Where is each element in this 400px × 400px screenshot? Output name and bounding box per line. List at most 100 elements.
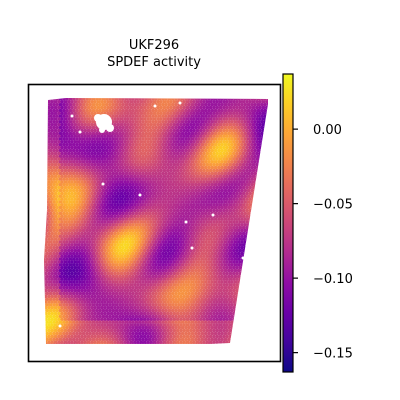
spot (80, 288, 84, 293)
spot (232, 117, 236, 121)
spot (161, 291, 165, 296)
spot (223, 114, 228, 118)
spot (58, 154, 63, 158)
spot (62, 188, 66, 193)
spot (166, 168, 170, 173)
spot (192, 231, 196, 236)
spot (91, 251, 96, 256)
spot (57, 254, 61, 259)
spot (109, 248, 114, 253)
spot (197, 160, 201, 164)
spot (220, 120, 224, 124)
spot (197, 125, 201, 130)
spot (109, 134, 114, 138)
spot (141, 223, 145, 227)
spot (170, 154, 175, 158)
spot (91, 303, 96, 307)
spot (154, 171, 158, 176)
spot (241, 288, 246, 293)
spot (172, 128, 177, 133)
spot (136, 231, 140, 236)
spot (166, 220, 170, 224)
spot (250, 177, 254, 181)
spot (177, 268, 182, 273)
spot (233, 137, 238, 141)
spot (167, 245, 172, 250)
spot (177, 120, 182, 124)
spot (190, 291, 195, 296)
spot (96, 168, 101, 173)
spot (170, 217, 175, 221)
spot (217, 183, 221, 187)
spot (164, 251, 168, 256)
spot (248, 248, 252, 253)
spot (240, 183, 244, 187)
spot (95, 154, 99, 158)
spot (255, 220, 259, 224)
spot (203, 223, 208, 227)
spot (111, 291, 116, 296)
spot (200, 137, 205, 141)
spot (169, 111, 173, 116)
spot (199, 300, 203, 304)
spot (179, 122, 183, 127)
spot (126, 214, 130, 219)
spot (187, 143, 191, 147)
spot (93, 203, 97, 207)
spot (75, 154, 79, 158)
spot (62, 205, 66, 210)
spot (85, 228, 89, 233)
spot (55, 211, 59, 216)
spot (235, 243, 239, 247)
spot (223, 205, 228, 210)
spot (182, 185, 186, 190)
spot (166, 117, 170, 121)
spot (50, 243, 54, 247)
spot (128, 148, 132, 153)
spot (260, 268, 264, 273)
spot (180, 234, 185, 239)
spot (223, 291, 228, 296)
spot (253, 120, 257, 124)
spot (137, 148, 142, 153)
spot (207, 188, 211, 193)
spot (195, 174, 200, 178)
spot (238, 191, 243, 196)
spot (131, 120, 135, 124)
spot (218, 151, 223, 156)
spot (129, 214, 134, 219)
spot (116, 208, 120, 213)
spot (76, 231, 81, 236)
spot (124, 160, 129, 164)
spot (222, 220, 226, 224)
spot (192, 105, 196, 110)
spot (164, 228, 168, 233)
spot (111, 120, 116, 124)
spot (144, 200, 149, 204)
spot (182, 168, 186, 173)
spot (253, 200, 257, 204)
spot (73, 231, 78, 236)
spot (124, 211, 129, 216)
spot (246, 205, 251, 210)
spot (134, 257, 139, 261)
spot (52, 114, 56, 118)
spot (197, 240, 201, 244)
spot (116, 254, 120, 259)
spot (128, 194, 132, 198)
spot (161, 303, 165, 307)
spot (157, 211, 162, 216)
spot (222, 271, 226, 276)
spot (65, 98, 69, 101)
spot (265, 151, 268, 156)
spot (113, 128, 117, 133)
spot (90, 265, 94, 270)
spot (58, 108, 63, 113)
spot (147, 137, 152, 141)
spot (136, 283, 140, 287)
spot (62, 240, 66, 244)
spot (134, 154, 139, 158)
spot (71, 257, 76, 261)
spot (71, 205, 76, 210)
spot (124, 286, 129, 290)
